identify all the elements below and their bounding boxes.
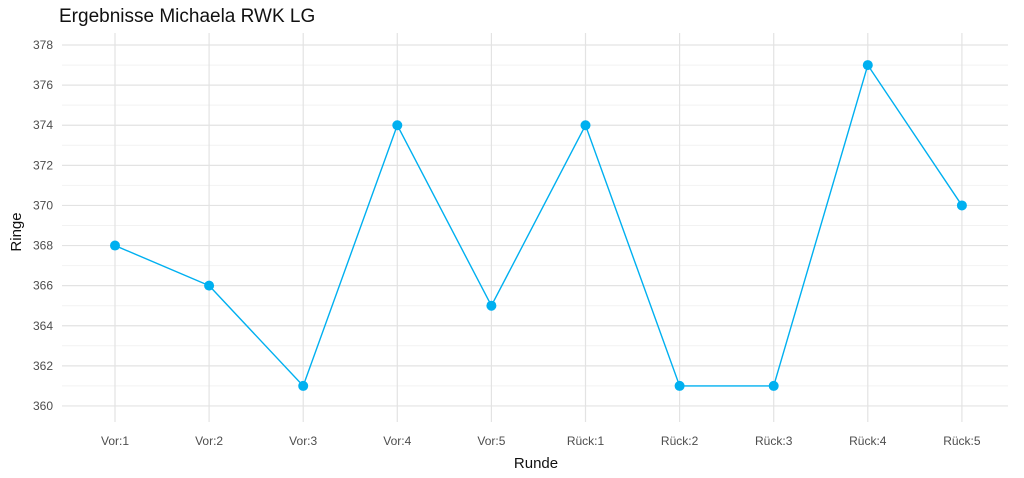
data-point xyxy=(110,240,120,251)
x-tick-label: Vor:3 xyxy=(289,434,317,448)
y-tick-label: 370 xyxy=(33,198,53,212)
y-tick-label: 372 xyxy=(33,158,53,172)
chart-title: Ergebnisse Michaela RWK LG xyxy=(59,6,316,27)
series-line-segment xyxy=(773,64,869,387)
series-lines xyxy=(114,64,963,387)
y-axis-title: Ringe xyxy=(8,212,25,251)
y-tick-label: 364 xyxy=(33,319,53,333)
data-point xyxy=(298,380,309,391)
y-tick-label: 366 xyxy=(33,279,53,293)
series-line-segment xyxy=(396,124,493,307)
series-line-segment xyxy=(867,64,963,207)
x-tick-label: Rück:4 xyxy=(849,434,887,448)
x-tick-label: Rück:3 xyxy=(755,434,793,448)
y-tick-label: 374 xyxy=(33,118,53,132)
y-tick-label: 362 xyxy=(33,359,53,373)
x-axis-title: Runde xyxy=(514,455,558,472)
data-point xyxy=(862,60,873,71)
data-point xyxy=(486,300,497,311)
series-line-segment xyxy=(302,124,398,387)
data-point xyxy=(580,120,591,131)
y-tick-label: 378 xyxy=(33,38,53,52)
data-point xyxy=(392,120,403,131)
x-axis-ticks: Vor:1 Vor:2 Vor:3 Vor:4 Vor:5 Rück:1 Rück:2 Rüc… xyxy=(101,434,981,448)
y-tick-label: 376 xyxy=(33,78,53,92)
data-point xyxy=(204,280,215,291)
x-tick-label: Vor:4 xyxy=(383,434,411,448)
x-tick-label: Vor:1 xyxy=(101,434,129,448)
series-points xyxy=(110,60,967,391)
y-tick-label: 360 xyxy=(33,399,53,413)
series-line-segment xyxy=(584,124,681,387)
x-tick-label: Rück:1 xyxy=(567,434,605,448)
major-gridlines xyxy=(62,33,1008,422)
series-line-segment xyxy=(208,284,304,387)
series-line-segment xyxy=(114,244,210,287)
y-tick-label: 368 xyxy=(33,239,53,253)
data-point xyxy=(768,380,779,391)
x-tick-label: Rück:5 xyxy=(943,434,981,448)
x-tick-label: Rück:2 xyxy=(661,434,699,448)
x-tick-label: Vor:5 xyxy=(477,434,505,448)
x-tick-label: Vor:2 xyxy=(195,434,223,448)
data-point xyxy=(956,200,967,211)
minor-gridlines xyxy=(62,64,1008,387)
series-line-segment xyxy=(490,124,587,307)
y-axis-ticks: 360 362 364 366 368 370 372 374 376 378 xyxy=(33,38,53,413)
data-point xyxy=(674,380,685,391)
